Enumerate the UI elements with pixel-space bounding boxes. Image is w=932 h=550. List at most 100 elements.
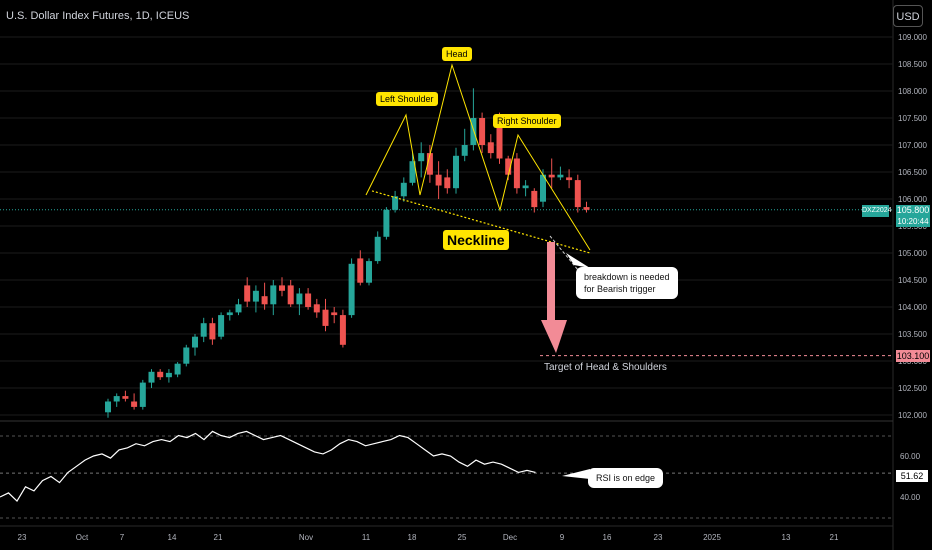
candle-body: [113, 396, 120, 402]
candle-body: [409, 161, 416, 183]
candle-body: [461, 145, 468, 156]
x-tick-label: 11: [362, 533, 371, 542]
candle-body: [566, 177, 573, 181]
candle-body: [574, 180, 581, 208]
target-arrow-head: [541, 320, 567, 353]
x-tick-label: Oct: [76, 533, 89, 542]
y-tick-label: 107.500: [898, 114, 927, 123]
x-tick-label: 25: [458, 533, 467, 542]
left-shoulder-label: Left Shoulder: [376, 92, 438, 106]
x-tick-label: 14: [168, 533, 177, 542]
y-tick-label: 103.500: [898, 330, 927, 339]
candle-body: [557, 174, 564, 178]
rsi-value-label: 51.62: [896, 470, 928, 482]
y-tick-label: 106.500: [898, 168, 927, 177]
rsi-callout: RSI is on edge: [588, 468, 664, 488]
candle-body: [505, 158, 512, 175]
current-price-label: 105.800: [896, 205, 930, 216]
candle-body: [513, 158, 520, 189]
x-tick-label: 23: [18, 533, 27, 542]
x-tick-label: Dec: [503, 533, 517, 542]
y-tick-label: 108.500: [898, 60, 927, 69]
target-label: Target of Head & Shoulders: [544, 362, 667, 373]
breakdown-pointer: [549, 235, 579, 271]
symbol-title: U.S. Dollar Index Futures, 1D, ICEUS: [6, 10, 190, 22]
rsi-line: [0, 430, 536, 503]
x-tick-label: 7: [120, 533, 125, 542]
rsi-callout-pointer: [562, 469, 590, 479]
candle-body: [400, 182, 407, 197]
candle-body: [548, 174, 555, 178]
candle-body: [444, 177, 451, 189]
candle-body: [313, 304, 320, 313]
countdown-label: 10:20:44: [896, 216, 930, 227]
breakdown-callout-pointer: [566, 253, 590, 268]
candle-body: [583, 207, 590, 210]
right-shoulder-label: Right Shoulder: [493, 114, 561, 128]
candle-body: [287, 285, 294, 305]
rsi-tick-label: 40.00: [900, 493, 921, 502]
candle-body: [496, 123, 503, 159]
candle-body: [322, 309, 329, 326]
x-tick-label: 23: [654, 533, 663, 542]
candle-body: [374, 236, 381, 262]
candle-body: [174, 363, 181, 375]
candle-body: [392, 196, 399, 210]
candle-body: [331, 312, 338, 316]
y-tick-label: 102.000: [898, 411, 927, 420]
candle-body: [540, 174, 546, 202]
currency-button[interactable]: USD: [893, 5, 923, 27]
candle-body: [226, 312, 233, 316]
candle-body: [200, 323, 207, 337]
candle-body: [348, 263, 355, 316]
candle-body: [252, 290, 259, 302]
candle-body: [357, 258, 364, 283]
candle-body: [479, 118, 486, 145]
candle-body: [165, 372, 172, 378]
y-tick-label: 105.000: [898, 249, 927, 258]
candle-body: [105, 401, 111, 413]
candle-body: [192, 336, 198, 348]
y-tick-label: 106.000: [898, 195, 927, 204]
y-tick-label: 109.000: [898, 33, 927, 42]
x-tick-label: 21: [214, 533, 223, 542]
breakdown-callout: breakdown is needed for Bearish trigger: [576, 267, 678, 299]
candle-body: [157, 371, 164, 378]
y-tick-label: 107.000: [898, 141, 927, 150]
candle-body: [218, 315, 225, 337]
candle-body: [522, 185, 529, 189]
y-tick-label: 104.000: [898, 303, 927, 312]
candle-body: [339, 315, 346, 345]
candle-body: [261, 296, 268, 305]
candle-body: [235, 304, 242, 313]
y-tick-label: 108.000: [898, 87, 927, 96]
candle-body: [426, 153, 433, 175]
x-tick-label: 13: [782, 533, 791, 542]
rsi-tick-label: 60.00: [900, 452, 921, 461]
candle-body: [383, 209, 390, 237]
candle-body: [122, 396, 129, 399]
x-tick-label: 18: [408, 533, 417, 542]
target-price-label: 103.100: [896, 350, 930, 362]
candle-body: [139, 382, 146, 407]
breakdown-callout-line2: for Bearish trigger: [584, 284, 656, 294]
candle-body: [418, 153, 425, 162]
x-tick-label: 2025: [703, 533, 721, 542]
candle-body: [470, 118, 477, 145]
candle-body: [270, 285, 277, 305]
x-tick-label: 9: [560, 533, 565, 542]
x-tick-label: Nov: [299, 533, 313, 542]
neckline-label: Neckline: [443, 230, 509, 250]
candle-body: [453, 155, 459, 189]
candle-body: [183, 347, 190, 364]
candle-body: [244, 285, 251, 302]
x-tick-label: 21: [830, 533, 839, 542]
candle-body: [435, 174, 442, 186]
y-tick-label: 104.500: [898, 276, 927, 285]
head-label: Head: [442, 47, 472, 61]
candle-body: [531, 190, 538, 208]
breakdown-callout-line1: breakdown is needed: [584, 272, 670, 282]
y-tick-label: 102.500: [898, 384, 927, 393]
candle-body: [296, 293, 303, 305]
